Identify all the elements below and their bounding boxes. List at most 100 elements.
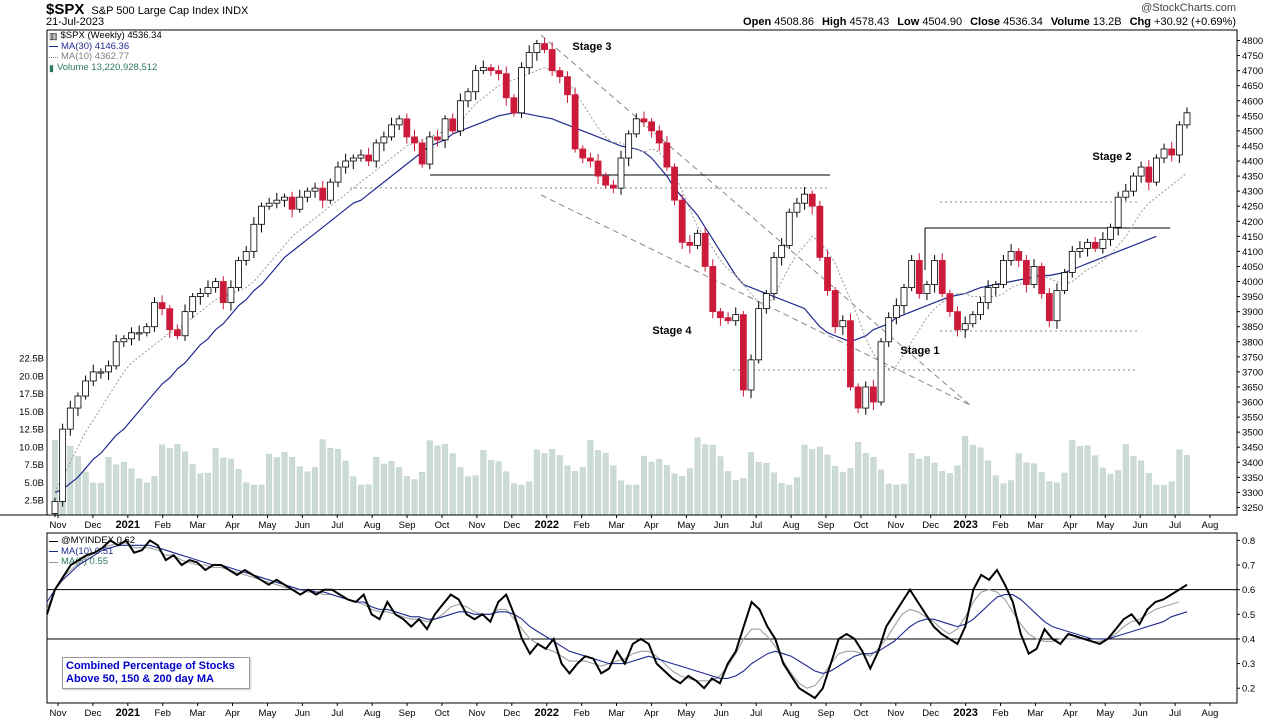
indicator-month-label: 2023: [953, 707, 977, 719]
volume-bar: [832, 466, 839, 516]
candle: [762, 289, 770, 314]
price-tick-label: 4800: [1242, 36, 1263, 47]
volume-bar: [793, 477, 800, 516]
volume-bar: [885, 483, 892, 516]
candle-body: [105, 365, 112, 373]
indicator-month-label: Sep: [399, 708, 416, 719]
candle: [74, 392, 82, 417]
price-tick-label: 4650: [1242, 81, 1263, 92]
volume-bar: [702, 444, 709, 516]
quote-row: Open 4508.86 High 4578.43 Low 4504.90 Close…: [743, 16, 1244, 28]
volume-tick-label: 12.5B: [19, 425, 44, 436]
candle: [258, 202, 265, 233]
month-label: Nov: [50, 520, 67, 531]
candle-body: [938, 260, 946, 294]
indicator-month-label: Apr: [644, 708, 659, 719]
candle: [151, 297, 158, 332]
candle: [357, 149, 365, 162]
volume-bar: [426, 440, 433, 516]
candle-body: [1183, 112, 1191, 126]
candle-body: [533, 43, 541, 53]
candle: [701, 227, 709, 272]
volume-bar: [342, 460, 349, 516]
candle: [273, 192, 281, 209]
volume-bar: [862, 453, 869, 516]
indicator-month-label: Oct: [854, 708, 869, 719]
volume-tick-label: 20.0B: [19, 371, 44, 382]
volume-bar: [510, 483, 517, 516]
candle-body: [770, 257, 778, 294]
candle: [594, 153, 602, 185]
volume-bar: [763, 463, 770, 516]
volume-bar: [770, 472, 777, 516]
candle: [212, 277, 220, 293]
candle-body: [1015, 250, 1023, 261]
candle-body: [112, 341, 120, 367]
volume-bar: [816, 446, 823, 516]
candle: [464, 88, 472, 108]
volume-bar: [1084, 445, 1091, 516]
candle: [678, 194, 686, 249]
candle: [250, 217, 258, 259]
candle-body: [877, 341, 885, 403]
candle-body: [801, 193, 808, 204]
downtrend-channel-top: [540, 34, 971, 406]
month-label: Oct: [435, 520, 450, 531]
volume-bar: [755, 461, 762, 516]
indicator-main-line: [46, 539, 1188, 700]
candle-body: [1114, 196, 1122, 228]
candle-body: [296, 196, 304, 210]
volume-bar: [304, 471, 311, 516]
candle-body: [609, 184, 617, 189]
candle: [579, 145, 587, 164]
volume-bar: [893, 484, 900, 516]
candle-body: [1038, 266, 1046, 294]
candle: [319, 180, 327, 209]
candle-body: [808, 193, 816, 207]
candle: [158, 295, 166, 316]
indicator-month-label: Apr: [1063, 708, 1078, 719]
stage-annotation: Stage 3: [572, 41, 611, 53]
candle: [816, 200, 824, 262]
quote-value-volume: 13.2B: [1092, 16, 1122, 28]
candle: [831, 286, 839, 334]
quote-value-chg: +30.92 (+0.69%): [1154, 16, 1236, 28]
candle: [671, 163, 678, 206]
candle: [1122, 183, 1130, 201]
candle: [235, 256, 242, 292]
candle-body: [334, 166, 342, 183]
volume-bar: [97, 482, 104, 516]
candle: [1061, 268, 1069, 295]
candle-body: [724, 317, 732, 322]
volume-bar: [1176, 449, 1183, 516]
candle: [1007, 244, 1015, 266]
volume-bar: [541, 453, 548, 516]
volume-bar: [74, 456, 81, 516]
candle: [66, 400, 74, 436]
candle: [877, 338, 885, 406]
volume-bar: [579, 467, 586, 516]
indicator-month-label: 2022: [534, 707, 558, 719]
candle: [801, 186, 808, 210]
indicator-tick-label: 0.6: [1242, 585, 1255, 596]
candle-body: [181, 311, 189, 337]
candle: [1137, 161, 1145, 183]
volume-bar: [487, 460, 494, 516]
candle-body: [1000, 260, 1007, 285]
candle-body: [456, 100, 464, 132]
volume-bar: [250, 484, 257, 516]
candle: [1183, 107, 1191, 129]
legend-ma10: MA(10) 4362.77: [49, 51, 162, 63]
candle: [1091, 236, 1099, 253]
candle-body: [564, 76, 571, 96]
quote-value-high: 4578.43: [849, 16, 890, 28]
candle: [632, 113, 640, 138]
quote-value-close: 4536.34: [1003, 16, 1043, 28]
candle-body: [1053, 290, 1061, 322]
price-tick-label: 3350: [1242, 473, 1263, 484]
candle: [82, 375, 89, 400]
volume-bar: [281, 452, 288, 516]
price-tick-label: 3500: [1242, 428, 1263, 439]
indicator-tick-label: 0.4: [1242, 634, 1255, 645]
volume-bar: [656, 458, 663, 516]
